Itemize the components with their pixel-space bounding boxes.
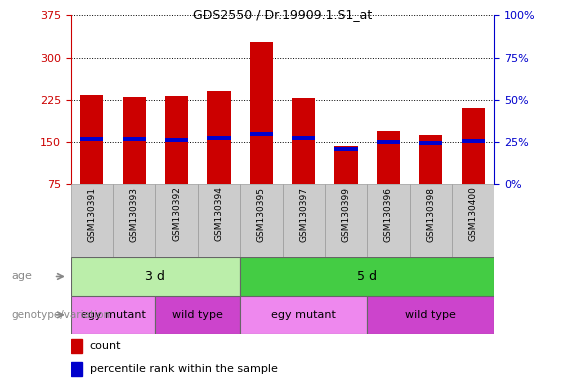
Bar: [113, 184, 155, 257]
Bar: [71, 257, 240, 296]
Text: 3 d: 3 d: [145, 270, 166, 283]
Bar: [325, 184, 367, 257]
Text: GSM130399: GSM130399: [342, 187, 350, 242]
Text: age: age: [11, 271, 32, 281]
Text: 5 d: 5 d: [357, 270, 377, 283]
Bar: [334, 146, 358, 184]
Bar: [123, 97, 146, 184]
Bar: [71, 296, 155, 334]
Bar: [367, 184, 410, 257]
Text: GSM130398: GSM130398: [427, 187, 435, 242]
Text: GSM130393: GSM130393: [130, 187, 138, 242]
Text: GSM130397: GSM130397: [299, 187, 308, 242]
Bar: [292, 98, 315, 184]
Bar: [250, 42, 273, 184]
Bar: [334, 147, 358, 151]
Bar: [462, 108, 485, 184]
Text: wild type: wild type: [172, 310, 223, 320]
Text: GSM130394: GSM130394: [215, 187, 223, 242]
Text: count: count: [90, 341, 121, 351]
Text: GSM130395: GSM130395: [257, 187, 266, 242]
Bar: [165, 96, 188, 184]
Bar: [207, 136, 231, 139]
Text: egy mutant: egy mutant: [271, 310, 336, 320]
Bar: [71, 184, 113, 257]
Bar: [282, 184, 325, 257]
Text: genotype/variation: genotype/variation: [11, 310, 110, 320]
Bar: [462, 139, 485, 143]
Bar: [155, 296, 240, 334]
Bar: [71, 339, 82, 353]
Bar: [207, 91, 231, 184]
Bar: [123, 137, 146, 141]
Bar: [377, 140, 400, 144]
Bar: [240, 257, 494, 296]
Bar: [71, 362, 82, 376]
Text: wild type: wild type: [405, 310, 457, 320]
Bar: [155, 184, 198, 257]
Bar: [198, 184, 240, 257]
Bar: [240, 184, 282, 257]
Bar: [240, 296, 367, 334]
Bar: [377, 131, 400, 184]
Text: GSM130391: GSM130391: [88, 187, 96, 242]
Bar: [419, 141, 442, 145]
Bar: [419, 135, 442, 184]
Text: GSM130392: GSM130392: [172, 187, 181, 242]
Bar: [80, 95, 103, 184]
Bar: [410, 184, 452, 257]
Bar: [250, 132, 273, 136]
Text: GDS2550 / Dr.19909.1.S1_at: GDS2550 / Dr.19909.1.S1_at: [193, 8, 372, 21]
Bar: [292, 136, 315, 139]
Text: GSM130396: GSM130396: [384, 187, 393, 242]
Text: GSM130400: GSM130400: [469, 187, 477, 242]
Bar: [165, 138, 188, 142]
Bar: [80, 137, 103, 141]
Text: egy mutant: egy mutant: [81, 310, 145, 320]
Bar: [367, 296, 494, 334]
Text: percentile rank within the sample: percentile rank within the sample: [90, 364, 277, 374]
Bar: [452, 184, 494, 257]
